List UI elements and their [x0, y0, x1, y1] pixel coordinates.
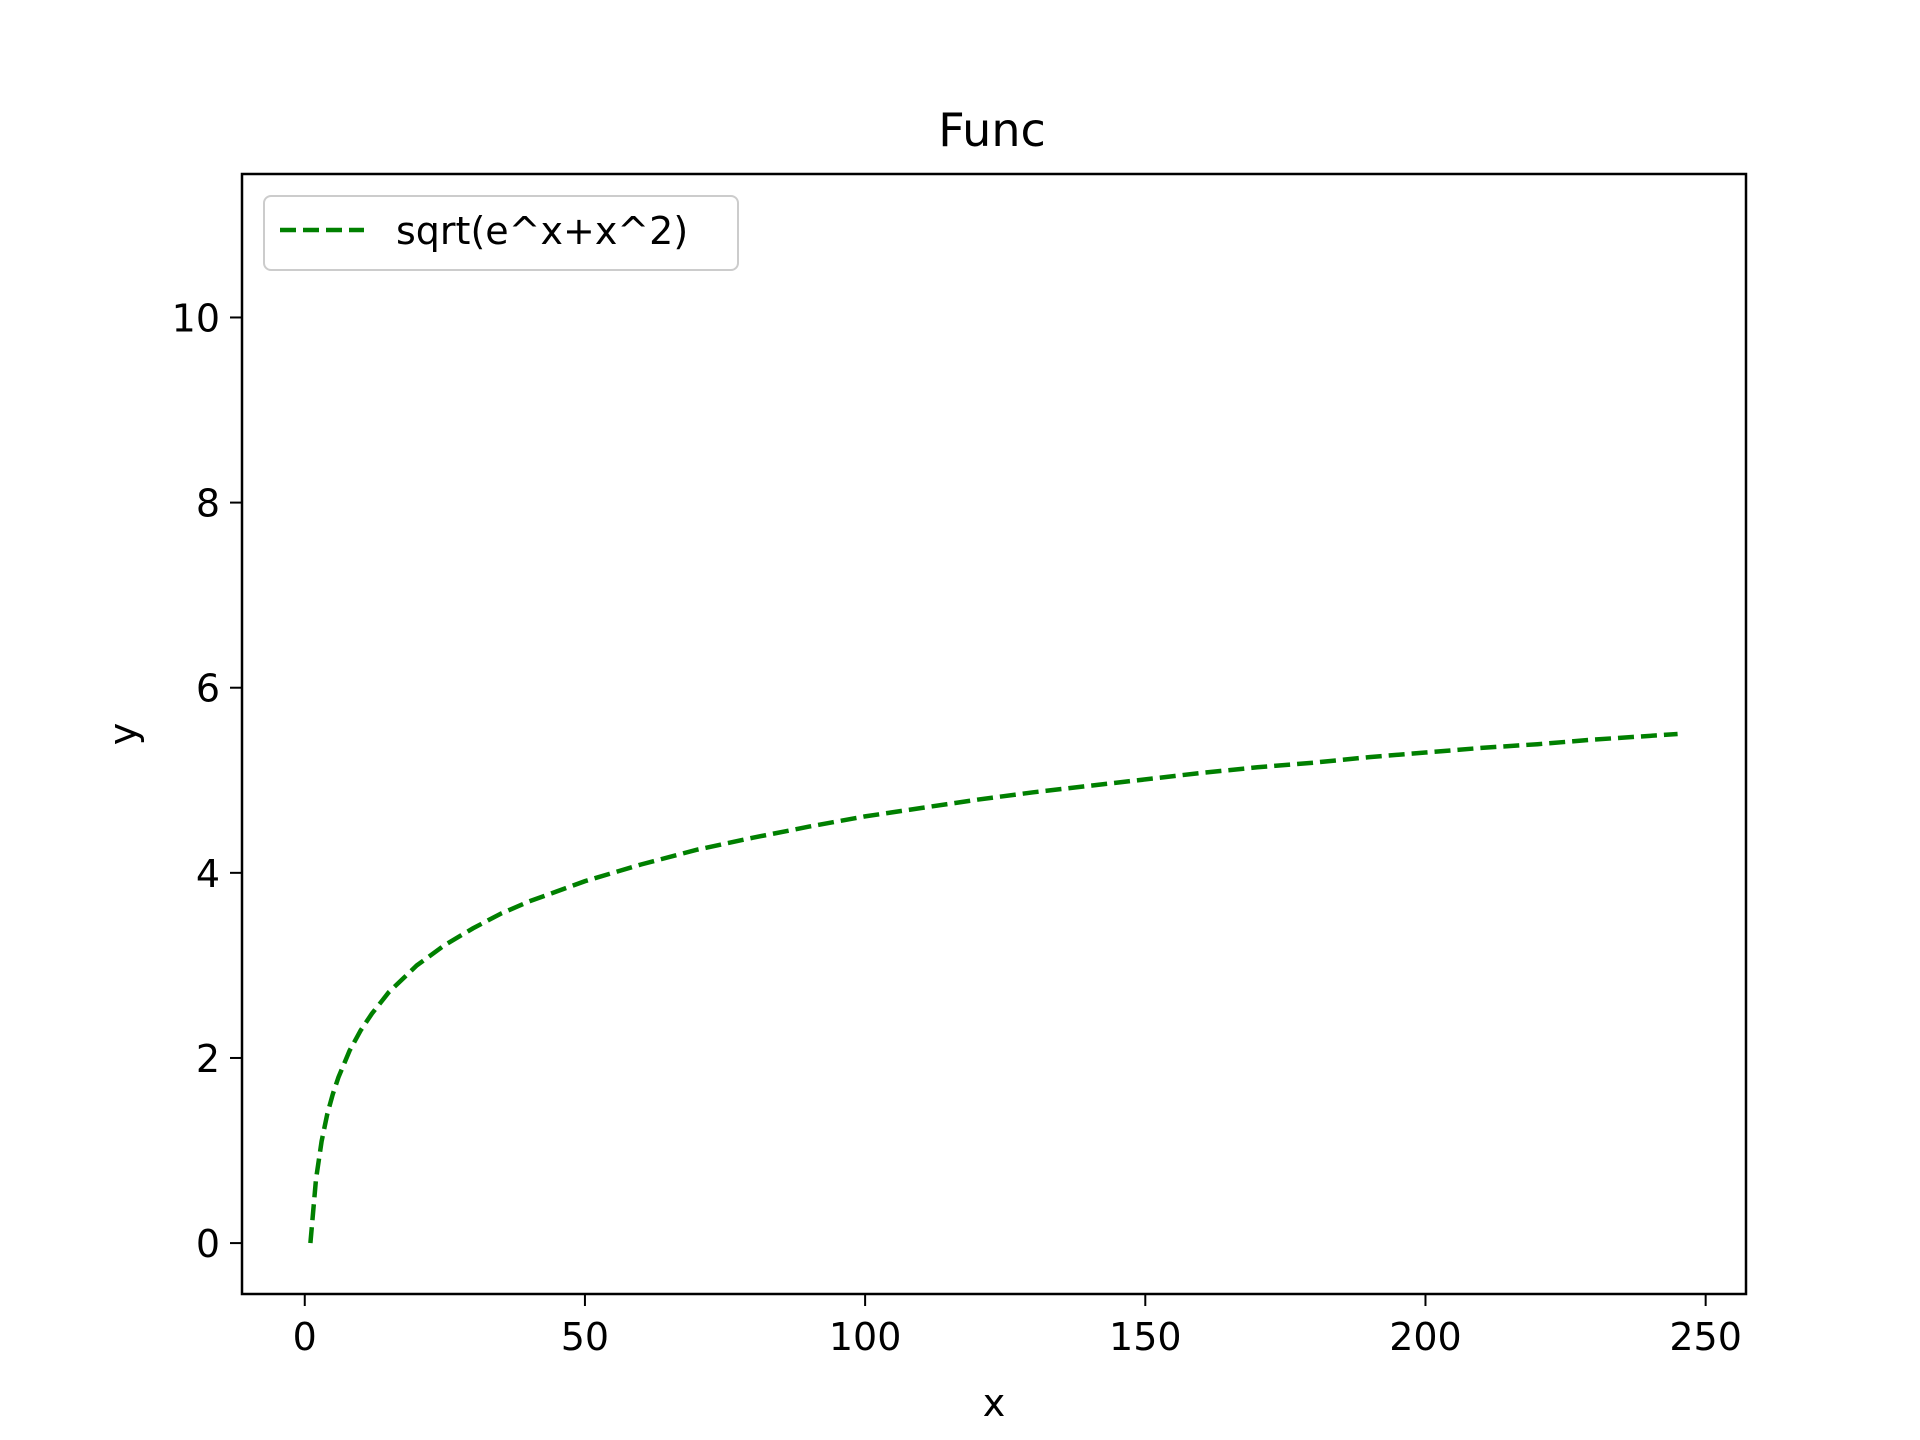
y-tick-label: 10 — [172, 296, 220, 340]
x-tick-label: 100 — [829, 1315, 902, 1359]
series-line-0 — [308, 731, 1678, 1244]
x-tick-label: 150 — [1109, 1315, 1182, 1359]
y-tick-label: 8 — [196, 482, 220, 526]
legend: sqrt(e^x+x^2) — [263, 195, 739, 271]
y-tick-label: 2 — [196, 1037, 220, 1081]
x-tick-label: 200 — [1389, 1315, 1462, 1359]
chart-title: Func — [938, 103, 1046, 157]
y-tick-label: 6 — [196, 667, 220, 711]
y-tick-label: 4 — [196, 852, 220, 896]
plot-area — [308, 731, 1678, 1244]
x-tick-label: 250 — [1669, 1315, 1742, 1359]
legend-box — [263, 195, 739, 271]
x-tick-label: 0 — [293, 1315, 317, 1359]
y-tick-label: 0 — [196, 1222, 220, 1266]
x-tick-label: 50 — [561, 1315, 609, 1359]
y-axis-label: y — [101, 723, 145, 746]
axes-frame — [240, 172, 1748, 1296]
axis-ticks: 0 50 100 150 200 250 0 2 4 6 8 10 — [172, 296, 1742, 1359]
x-axis-label: x — [983, 1381, 1006, 1425]
legend-label: sqrt(e^x+x^2) — [396, 209, 688, 253]
